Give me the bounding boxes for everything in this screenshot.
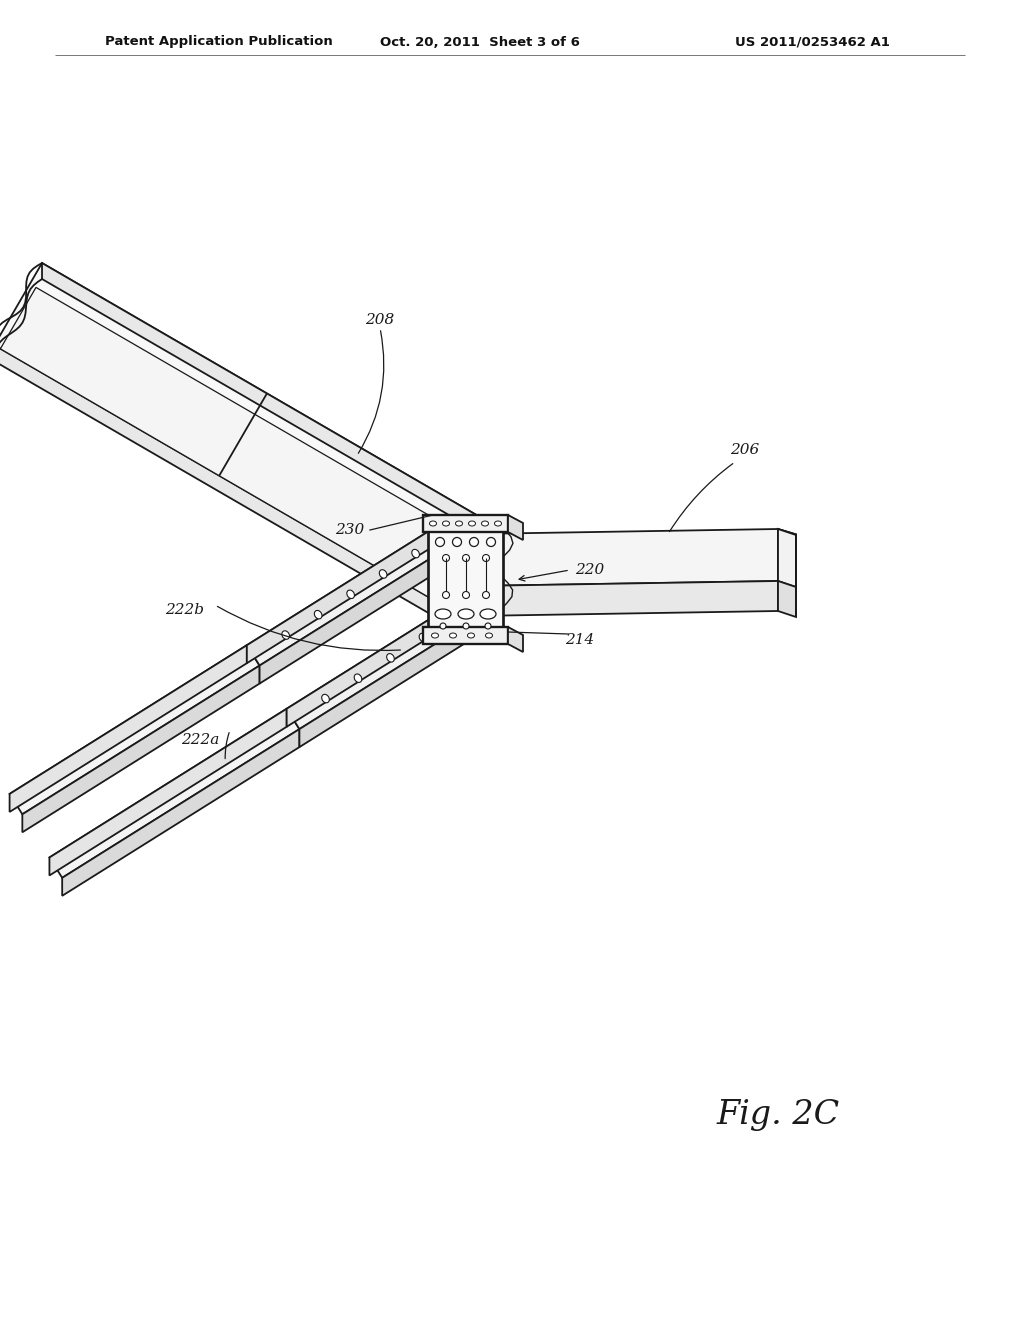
Ellipse shape bbox=[314, 610, 322, 619]
Ellipse shape bbox=[453, 537, 462, 546]
Polygon shape bbox=[778, 529, 796, 616]
Ellipse shape bbox=[485, 623, 490, 630]
Ellipse shape bbox=[450, 634, 457, 638]
Text: 214: 214 bbox=[565, 634, 595, 647]
Ellipse shape bbox=[482, 591, 489, 598]
Ellipse shape bbox=[495, 521, 502, 525]
Ellipse shape bbox=[435, 537, 444, 546]
Text: Oct. 20, 2011  Sheet 3 of 6: Oct. 20, 2011 Sheet 3 of 6 bbox=[380, 36, 580, 49]
Ellipse shape bbox=[469, 537, 478, 546]
Ellipse shape bbox=[322, 694, 330, 702]
Ellipse shape bbox=[282, 631, 290, 639]
Ellipse shape bbox=[480, 609, 496, 619]
Text: 220: 220 bbox=[575, 564, 604, 577]
Polygon shape bbox=[49, 709, 287, 875]
Text: 230: 230 bbox=[336, 523, 365, 537]
Polygon shape bbox=[778, 529, 796, 587]
Ellipse shape bbox=[463, 623, 469, 630]
Polygon shape bbox=[42, 263, 492, 540]
Polygon shape bbox=[473, 581, 778, 616]
Polygon shape bbox=[428, 531, 503, 630]
Ellipse shape bbox=[485, 634, 493, 638]
Polygon shape bbox=[778, 529, 796, 586]
Ellipse shape bbox=[435, 609, 451, 619]
Ellipse shape bbox=[440, 623, 446, 630]
Polygon shape bbox=[299, 607, 495, 747]
Polygon shape bbox=[9, 645, 259, 814]
Ellipse shape bbox=[468, 634, 474, 638]
Polygon shape bbox=[508, 627, 523, 652]
Polygon shape bbox=[423, 515, 508, 532]
Ellipse shape bbox=[469, 521, 475, 525]
Ellipse shape bbox=[463, 554, 469, 561]
Ellipse shape bbox=[482, 554, 489, 561]
Text: Patent Application Publication: Patent Application Publication bbox=[105, 36, 333, 49]
Ellipse shape bbox=[347, 590, 354, 598]
Ellipse shape bbox=[387, 653, 394, 663]
Polygon shape bbox=[9, 645, 247, 812]
Text: US 2011/0253462 A1: US 2011/0253462 A1 bbox=[735, 36, 890, 49]
Polygon shape bbox=[778, 581, 796, 616]
Polygon shape bbox=[508, 515, 523, 540]
Ellipse shape bbox=[463, 591, 469, 598]
Text: 206: 206 bbox=[730, 444, 760, 457]
Ellipse shape bbox=[354, 675, 361, 682]
Polygon shape bbox=[287, 586, 495, 729]
Polygon shape bbox=[287, 586, 481, 727]
Ellipse shape bbox=[419, 634, 427, 642]
Ellipse shape bbox=[431, 634, 438, 638]
Polygon shape bbox=[473, 529, 778, 586]
Polygon shape bbox=[62, 729, 299, 896]
Ellipse shape bbox=[481, 521, 488, 525]
Ellipse shape bbox=[442, 521, 450, 525]
Polygon shape bbox=[247, 523, 455, 665]
Ellipse shape bbox=[458, 609, 474, 619]
Ellipse shape bbox=[452, 612, 459, 622]
Polygon shape bbox=[49, 709, 299, 878]
Polygon shape bbox=[0, 346, 444, 622]
Text: Fig. 2C: Fig. 2C bbox=[717, 1100, 840, 1131]
Ellipse shape bbox=[412, 549, 420, 558]
Ellipse shape bbox=[429, 521, 436, 525]
Ellipse shape bbox=[379, 570, 387, 578]
Polygon shape bbox=[23, 665, 259, 833]
Ellipse shape bbox=[442, 591, 450, 598]
Text: 208: 208 bbox=[366, 313, 394, 327]
Text: 222a: 222a bbox=[181, 733, 219, 747]
Text: 222b: 222b bbox=[166, 603, 205, 616]
Polygon shape bbox=[259, 544, 455, 684]
Polygon shape bbox=[0, 263, 492, 606]
Ellipse shape bbox=[486, 537, 496, 546]
Polygon shape bbox=[423, 627, 508, 644]
Polygon shape bbox=[0, 288, 485, 610]
Ellipse shape bbox=[442, 554, 450, 561]
Polygon shape bbox=[247, 523, 441, 663]
Ellipse shape bbox=[456, 521, 463, 525]
